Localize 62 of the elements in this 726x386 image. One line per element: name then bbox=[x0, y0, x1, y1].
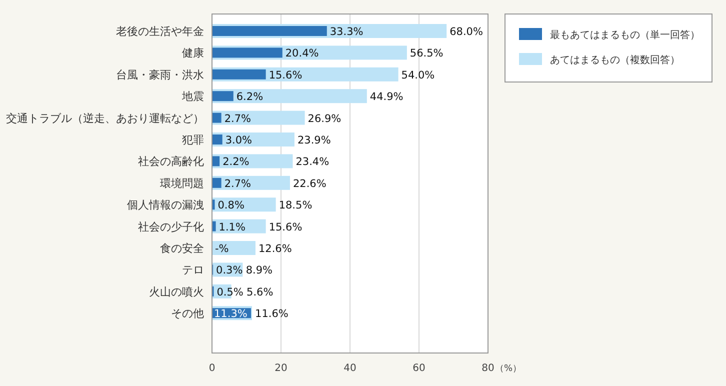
data-label: 20.4% bbox=[285, 48, 319, 60]
data-label: 11.3% bbox=[214, 308, 248, 320]
data-label: 15.6% bbox=[268, 221, 302, 234]
bar bbox=[212, 110, 305, 125]
data-label: 2.7% bbox=[224, 178, 252, 190]
x-tick-label: 40 bbox=[344, 363, 356, 374]
y-tick-label: 食の安全 bbox=[160, 242, 204, 255]
legend-label: あてはまるもの（複数回答） bbox=[550, 54, 680, 66]
data-label: 56.5% bbox=[410, 48, 444, 60]
data-label: 15.6% bbox=[268, 69, 302, 82]
data-label: 8.9% bbox=[246, 264, 273, 277]
y-tick-label: 健康 bbox=[182, 46, 204, 60]
bar bbox=[212, 156, 220, 166]
data-label: 68.0% bbox=[450, 26, 483, 38]
x-tick-label: 20 bbox=[274, 363, 288, 374]
data-label: 23.4% bbox=[296, 156, 330, 168]
bar bbox=[212, 134, 222, 144]
bar bbox=[212, 221, 216, 232]
y-tick-label: 交通トラブル（逆走、あおり運転など） bbox=[6, 112, 204, 125]
bar bbox=[212, 112, 222, 123]
y-tick-label: 社会の少子化 bbox=[138, 220, 204, 234]
y-tick-label: テロ bbox=[182, 264, 204, 277]
data-label: 44.9% bbox=[370, 91, 404, 104]
bar bbox=[212, 69, 266, 80]
legend-label: 最もあてはまるもの（単一回答） bbox=[550, 29, 700, 41]
y-tick-label: 老後の生活や年金 bbox=[116, 25, 204, 38]
y-tick-label: その他 bbox=[171, 307, 204, 320]
data-label: 3.0% bbox=[225, 134, 252, 146]
data-label: 11.6% bbox=[255, 308, 288, 320]
data-label: 0.5% bbox=[216, 286, 244, 298]
data-label: 2.7% bbox=[224, 112, 252, 125]
data-label: 2.2% bbox=[222, 156, 250, 168]
y-tick-label: 犯罪 bbox=[182, 134, 204, 146]
data-label: 26.9% bbox=[308, 112, 342, 125]
data-label: 18.5% bbox=[278, 200, 312, 212]
data-label: 0.3% bbox=[216, 264, 243, 277]
data-label: 23.9% bbox=[297, 134, 331, 146]
data-label: 6.2% bbox=[236, 91, 264, 104]
text: -% bbox=[215, 243, 229, 255]
y-tick-label: 社会の高齢化 bbox=[138, 155, 204, 168]
data-label: 22.6% bbox=[292, 178, 326, 190]
data-label: 12.6% bbox=[258, 243, 292, 255]
x-axis-title: （%） bbox=[495, 364, 522, 374]
data-label: 1.1% bbox=[218, 221, 246, 234]
y-tick-label: 台風・豪雨・洪水 bbox=[116, 68, 204, 82]
data-label: 54.0% bbox=[401, 69, 435, 82]
bar bbox=[212, 178, 222, 188]
bar bbox=[212, 91, 234, 102]
y-tick-label: 個人情報の漏洩 bbox=[127, 198, 204, 212]
x-tick-label: 0 bbox=[208, 363, 216, 374]
y-tick-label: 地震 bbox=[181, 90, 204, 104]
x-tick-label: 60 bbox=[412, 363, 426, 374]
data-label: 0.8% bbox=[218, 200, 244, 212]
bar bbox=[212, 241, 256, 255]
bar bbox=[212, 26, 327, 36]
data-label: 33.3% bbox=[330, 26, 364, 38]
x-tick-label: 80 bbox=[482, 363, 494, 374]
bar bbox=[212, 200, 215, 210]
y-tick-label: 環境問題 bbox=[160, 176, 204, 190]
bar bbox=[212, 48, 282, 58]
data-label: 5.6% bbox=[246, 286, 274, 298]
y-tick-label: 火山の噴火 bbox=[149, 285, 204, 298]
